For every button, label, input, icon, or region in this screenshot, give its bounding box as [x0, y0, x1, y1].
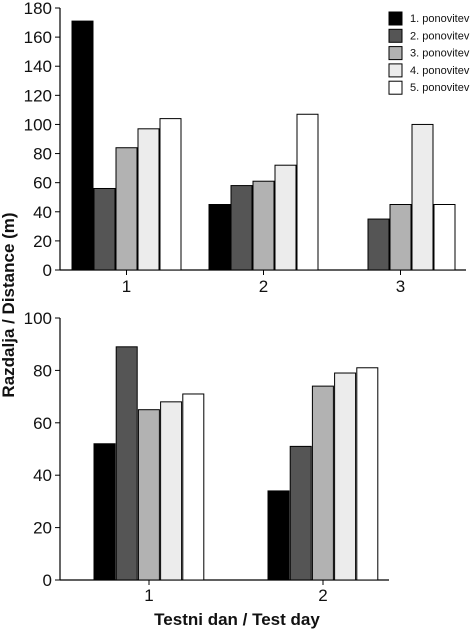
bar	[137, 409, 160, 581]
y-tick-label: 100	[24, 309, 52, 328]
bar	[182, 393, 205, 581]
bar	[160, 401, 183, 581]
bar	[208, 204, 231, 271]
legend: 1. ponovitev 2. ponovitev 3. ponovitev 4. p…	[388, 11, 470, 95]
legend-label: 1. ponovitev	[410, 13, 470, 25]
bar	[159, 118, 182, 271]
y-tick-label: 40	[33, 466, 52, 485]
x-axis-title: Testni dan / Test day	[154, 610, 320, 629]
y-tick-label: 140	[24, 57, 52, 76]
bar	[296, 113, 319, 271]
bar	[274, 164, 297, 271]
y-tick-label: 60	[33, 414, 52, 433]
chart-panel-1: 0 20 40 60 80 100 120 140 160 180 1 2 3 1. ponovitev 2…	[24, 0, 470, 296]
bar	[367, 218, 390, 271]
legend-label: 5. ponovitev	[410, 82, 470, 94]
bar	[411, 123, 434, 271]
y-axis-title: Razdalja / Distance (m)	[0, 212, 18, 397]
x-tick-label: 1	[122, 277, 131, 296]
y-tick-label: 160	[24, 28, 52, 47]
bar	[311, 385, 334, 581]
bar	[252, 180, 275, 271]
legend-swatch	[388, 46, 403, 61]
bar	[267, 490, 290, 581]
y-tick-label: 20	[33, 232, 52, 251]
y-tick-label: 0	[43, 571, 52, 590]
bar	[93, 443, 116, 581]
y-tick-label: 100	[24, 115, 52, 134]
bar	[356, 367, 379, 581]
legend-swatch	[388, 11, 403, 26]
y-tick-label: 180	[24, 0, 52, 18]
bar	[334, 372, 357, 581]
bar	[115, 346, 138, 581]
legend-label: 4. ponovitev	[410, 65, 470, 77]
x-tick-label: 3	[396, 277, 405, 296]
y-tick-label: 80	[33, 361, 52, 380]
bar	[433, 204, 456, 271]
y-tick-label: 40	[33, 203, 52, 222]
y-tick-label: 80	[33, 145, 52, 164]
legend-label: 2. ponovitev	[410, 30, 470, 42]
y-tick-label: 0	[43, 261, 52, 280]
legend-swatch	[388, 63, 403, 78]
bar	[389, 204, 412, 271]
bar	[230, 185, 253, 271]
legend-swatch	[388, 80, 403, 95]
bar	[71, 20, 94, 271]
x-tick-label: 2	[259, 277, 268, 296]
bar	[137, 128, 160, 271]
bar	[115, 147, 138, 271]
y-tick-label: 60	[33, 174, 52, 193]
y-tick-label: 120	[24, 86, 52, 105]
bar	[93, 187, 116, 271]
bar	[289, 445, 312, 581]
x-tick-label: 2	[318, 586, 327, 605]
legend-label: 3. ponovitev	[410, 48, 470, 60]
x-tick-label: 1	[144, 586, 153, 605]
chart-panel-2: 0 20 40 60 80 100 1 2	[24, 309, 389, 605]
y-tick-label: 20	[33, 519, 52, 538]
legend-swatch	[388, 28, 403, 43]
